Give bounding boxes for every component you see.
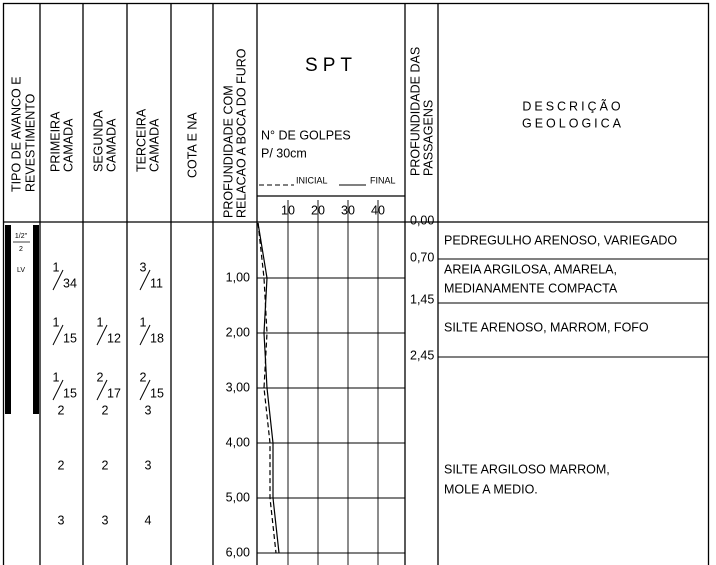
- layer-depth: 1,45: [410, 292, 434, 306]
- blow-count: 2: [102, 458, 109, 472]
- header-label: TERCEIRA: [134, 108, 148, 172]
- blow-den: 15: [150, 386, 164, 400]
- header-label: SEGUNDA: [91, 110, 105, 172]
- header-label: PROFUNDIDADE DAS: [408, 47, 422, 176]
- spt-curve-inicial: [257, 222, 277, 554]
- header-label: DESCRIÇÃO: [522, 99, 623, 113]
- header-label: COTA E NA: [185, 112, 199, 178]
- blow-count: 4: [145, 513, 152, 527]
- blow-count: 2: [102, 403, 109, 417]
- header-label: TIPO DE AVANCO E: [9, 76, 23, 192]
- per: P/ 30cm: [261, 146, 307, 160]
- header-label: REVESTIMENTO: [23, 93, 37, 192]
- blow-count: 3: [102, 513, 109, 527]
- blow-count: 3: [145, 458, 152, 472]
- header-label: CAMADA: [61, 118, 75, 172]
- blow-den: 15: [63, 386, 77, 400]
- diameter: 2: [19, 246, 23, 253]
- blow-num: 1: [140, 315, 147, 329]
- legend-final: FINAL: [370, 175, 396, 185]
- header-label: GEOLOGICA: [522, 116, 624, 130]
- legend-inicial: INICIAL: [296, 175, 328, 185]
- blow-count: 3: [145, 403, 152, 417]
- blow-num: 1: [53, 260, 60, 274]
- method: LV: [17, 267, 25, 274]
- layer-depth: 0,00: [410, 213, 434, 227]
- blow-num: 1: [97, 315, 104, 329]
- blow-num: 2: [97, 370, 104, 384]
- casing-bar: [5, 225, 11, 414]
- header-label: PASSAGENS: [421, 100, 435, 176]
- depth-label: 3,00: [226, 380, 250, 394]
- header-label: CAMADA: [147, 118, 161, 172]
- blow-num: 2: [140, 370, 147, 384]
- golpes: N° DE GOLPES: [261, 128, 351, 142]
- blow-num: 3: [140, 260, 147, 274]
- depth-label: 2,00: [226, 325, 250, 339]
- blow-slash: [96, 324, 108, 346]
- blow-den: 12: [107, 331, 121, 345]
- spt-title: SPT: [305, 55, 357, 76]
- blow-den: 34: [63, 276, 77, 290]
- depth-label: 5,00: [226, 490, 250, 504]
- layer-description: AREIA ARGILOSA, AMARELA,: [444, 262, 617, 276]
- blow-den: 18: [150, 331, 164, 345]
- header-label: RELACAO A BOCA DO FURO: [234, 48, 248, 218]
- blow-den: 15: [63, 331, 77, 345]
- blow-num: 1: [53, 370, 60, 384]
- header-label: CAMADA: [104, 118, 118, 172]
- spt-curve-final: [257, 222, 280, 554]
- depth-label: 6,00: [226, 545, 250, 559]
- casing-bar: [33, 225, 39, 414]
- depth-label: 4,00: [226, 435, 250, 449]
- blow-den: 17: [107, 386, 121, 400]
- layer-description: PEDREGULHO ARENOSO, VARIEGADO: [444, 233, 677, 247]
- blow-slash: [52, 324, 64, 346]
- blow-count: 3: [58, 513, 65, 527]
- header-label: PROFUNDIDADE COM: [221, 85, 235, 218]
- blow-count: 2: [58, 458, 65, 472]
- diameter: 1/2": [15, 233, 28, 240]
- blow-slash: [96, 379, 108, 401]
- blow-slash: [52, 269, 64, 291]
- depth-label: 1,00: [226, 270, 250, 284]
- layer-description: SILTE ARGILOSO MARROM,: [444, 462, 610, 476]
- layer-depth: 2,45: [410, 348, 434, 362]
- blow-slash: [139, 269, 151, 291]
- blow-slash: [139, 379, 151, 401]
- blow-slash: [139, 324, 151, 346]
- layer-description: MOLE A MEDIO.: [444, 482, 538, 496]
- column-lines: [3, 3, 708, 565]
- blow-slash: [52, 379, 64, 401]
- blow-count: 2: [58, 403, 65, 417]
- layer-description: MEDIANAMENTE COMPACTA: [444, 281, 618, 295]
- header-label: PRIMEIRA: [48, 111, 62, 172]
- blow-num: 1: [53, 315, 60, 329]
- layer-depth: 0,70: [410, 250, 434, 264]
- blow-den: 11: [150, 276, 163, 290]
- layer-description: SILTE ARENOSO, MARROM, FOFO: [444, 320, 649, 334]
